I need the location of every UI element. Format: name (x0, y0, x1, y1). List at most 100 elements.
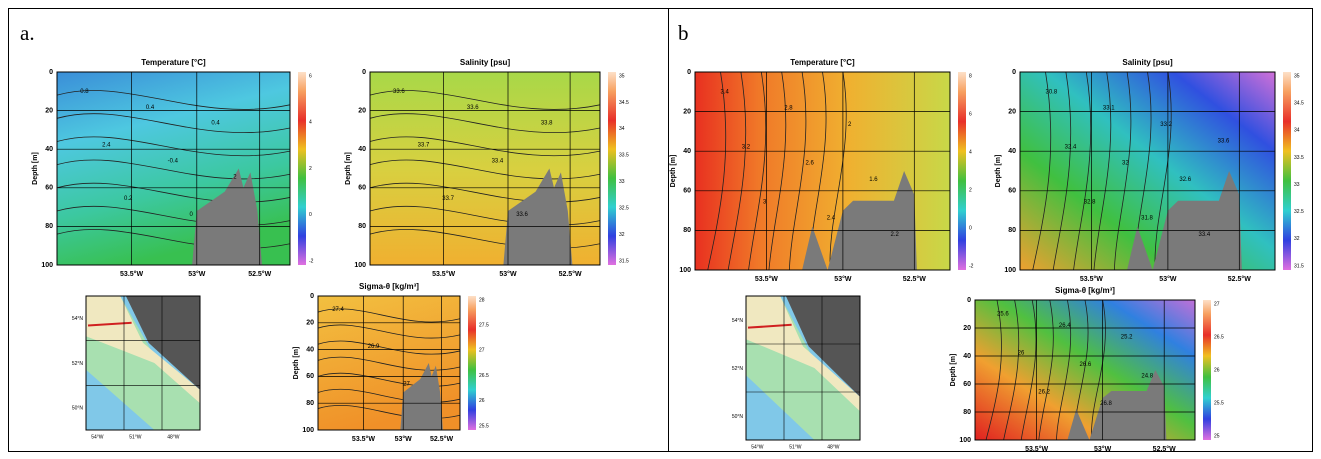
contour-label: 27 (403, 381, 410, 387)
contour-label: 32.4 (1065, 144, 1077, 150)
contour-line (768, 71, 787, 271)
contour-label: 32 (1122, 161, 1129, 167)
contour-label: 32.8 (1084, 199, 1096, 205)
map-lon-label: 51°W (789, 444, 802, 450)
contour-label: 1.6 (869, 177, 878, 183)
colorbar-tick-label: -2 (969, 263, 974, 269)
contour-line (317, 308, 461, 323)
y-tick-label: 60 (358, 185, 366, 192)
colorbar-tick-label: 27 (479, 348, 485, 354)
map-coast (86, 296, 200, 404)
contour-line (1020, 299, 1037, 441)
x-tick-label: 53°W (395, 435, 413, 443)
contour-line (707, 71, 727, 271)
colorbar-tick-label: 25.5 (1214, 400, 1224, 406)
x-tick-label: 52.5°W (903, 275, 926, 283)
y-tick-label: 40 (683, 148, 691, 155)
contour-line (829, 71, 847, 271)
contour-line (1093, 71, 1112, 271)
colorbar-tick-label: 35 (619, 73, 625, 79)
contour-line (369, 90, 601, 110)
y-tick-label: 20 (1008, 108, 1016, 115)
seafloor (802, 171, 917, 270)
y-tick-label: 60 (683, 188, 691, 195)
contour-label: 0 (190, 212, 194, 218)
contour-label: 26.6 (1080, 362, 1092, 368)
colorbar-tick-label: 8 (969, 73, 972, 79)
contour-label: 25.6 (997, 312, 1009, 318)
contour-label: 26.9 (368, 344, 380, 350)
colorbar-tick-label: 26.5 (1214, 334, 1224, 340)
contour-label: 33.4 (492, 158, 504, 164)
y-axis-label: Depth [m] (293, 347, 300, 380)
plot-frame (694, 71, 951, 271)
contour-label: 3 (763, 199, 767, 205)
colorbar (608, 72, 616, 265)
contour-line (1052, 71, 1072, 271)
y-tick-label: 0 (310, 293, 314, 300)
contour-line (788, 71, 807, 271)
y-tick-label: 0 (967, 297, 971, 304)
colorbar-tick-label: 25.5 (479, 423, 489, 429)
contour-line (369, 136, 601, 157)
contour-label: 30.8 (1046, 89, 1058, 95)
contour-line (1091, 299, 1106, 441)
contour-line (1154, 71, 1172, 271)
map-lon-label: 51°W (129, 434, 142, 440)
colorbar-tick-label: 32 (619, 232, 625, 238)
contour-label: 27.4 (332, 307, 344, 313)
map-coast (746, 296, 860, 412)
y-tick-label: 40 (1008, 148, 1016, 155)
y-tick-label: 100 (41, 262, 53, 269)
contour-line (1113, 71, 1132, 271)
x-tick-label: 53°W (499, 270, 517, 278)
colorbar-tick-label: 34 (1294, 128, 1300, 134)
plot-title: Salinity [psu] (1122, 58, 1173, 67)
contour-label: 0.2 (124, 196, 133, 202)
x-tick-label: 53°W (188, 270, 206, 278)
colorbar-tick-label: 33 (619, 179, 625, 185)
y-tick-label: 20 (45, 107, 53, 114)
colorbar (958, 72, 966, 270)
map-lat-label: 54°N (732, 318, 744, 324)
contour-label: -0.4 (168, 158, 179, 164)
contour-line (1038, 299, 1054, 441)
contour-label: 33.6 (1218, 138, 1230, 144)
contour-label: 24.8 (1141, 374, 1153, 380)
colorbar-tick-label: 34 (619, 126, 625, 132)
plot-frame (317, 295, 461, 431)
y-tick-label: 20 (963, 325, 971, 332)
contour-label: 3.4 (721, 89, 730, 95)
contour-line (369, 159, 601, 180)
plot-frame (56, 71, 291, 266)
colorbar-tick-label: 31.5 (1294, 263, 1304, 269)
colorbar-tick-label: 33.5 (619, 153, 629, 159)
contour-line (748, 71, 767, 271)
y-axis-label: Depth [m] (950, 354, 957, 387)
map-frame (85, 295, 201, 431)
contour-label: 2.8 (784, 106, 793, 112)
y-axis-label: Depth [m] (345, 152, 352, 185)
contour-line (56, 182, 291, 203)
x-tick-label: 52.5°W (430, 435, 453, 443)
contour-line (56, 136, 291, 157)
plot-frame (369, 71, 601, 266)
contour-label: 26.4 (1059, 323, 1071, 329)
contour-line (56, 90, 291, 110)
x-tick-label: 53°W (1094, 445, 1112, 453)
y-tick-label: 0 (1012, 69, 1016, 76)
contour-line (369, 182, 601, 203)
colorbar-tick-label: 27.5 (479, 323, 489, 329)
colorbar-tick-label: 32.5 (1294, 209, 1304, 215)
contour-label: 33.8 (541, 121, 553, 127)
colorbar-tick-label: 32.5 (619, 205, 629, 211)
y-tick-label: 80 (45, 223, 53, 230)
contour-label: 2.4 (102, 142, 111, 148)
x-tick-label: 53.5°W (755, 275, 778, 283)
plot-title: Salinity [psu] (460, 58, 511, 67)
contour-label: 2.6 (806, 161, 815, 167)
colorbar-tick-label: 6 (309, 73, 312, 79)
contour-line (1056, 299, 1072, 441)
colorbar (1203, 300, 1211, 440)
